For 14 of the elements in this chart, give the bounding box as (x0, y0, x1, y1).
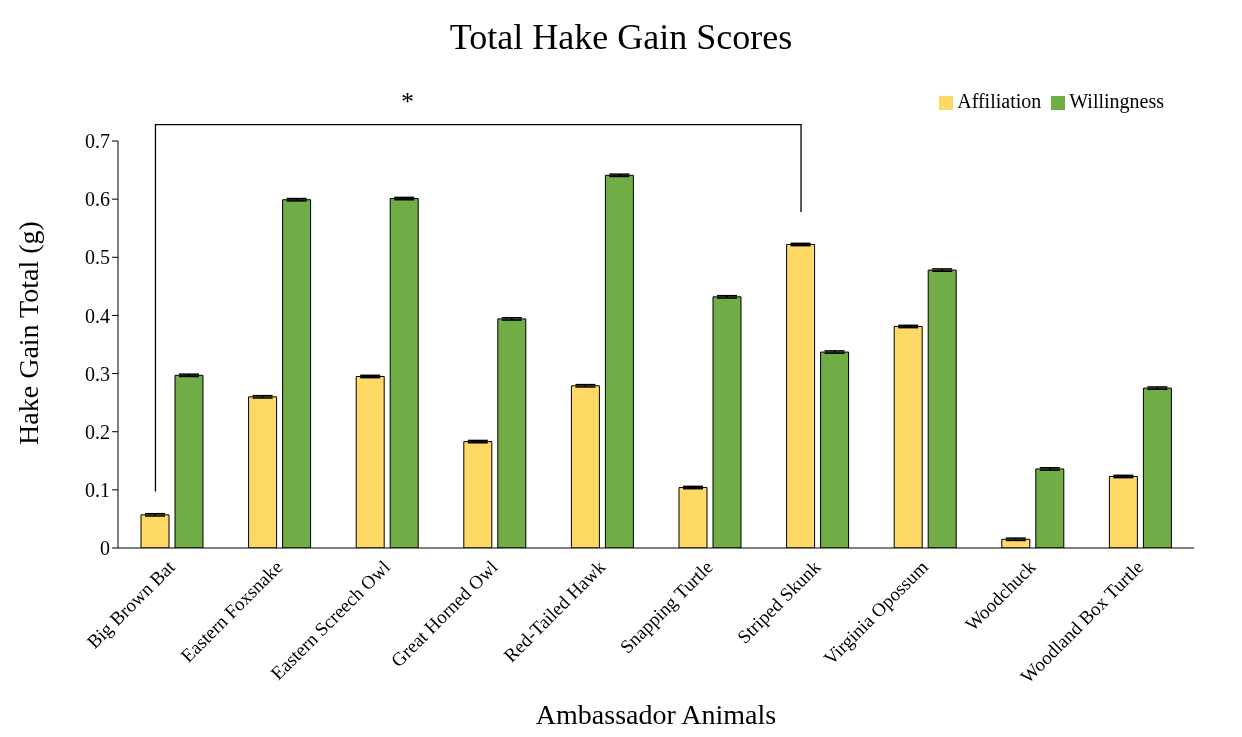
y-tick-label: 0.3 (85, 362, 110, 385)
legend-label: Affiliation (957, 90, 1042, 112)
y-tick-label: 0.4 (85, 304, 110, 327)
y-tick-label: 0.2 (85, 420, 110, 443)
y-tick-label: 0.7 (85, 130, 110, 153)
y-tick-label: 0.1 (85, 478, 110, 501)
y-tick-label: 0 (100, 537, 110, 560)
y-tick-label: 0.6 (85, 188, 110, 211)
x-axis-title: Ambassador Animals (535, 699, 777, 730)
chart-title: Total Hake Gain Scores (448, 16, 794, 58)
y-axis-title: Hake Gain Total (g) (13, 221, 44, 445)
legend-label: Willingness (1069, 90, 1164, 112)
y-tick-label: 0.5 (85, 246, 110, 269)
text: * (401, 87, 415, 116)
